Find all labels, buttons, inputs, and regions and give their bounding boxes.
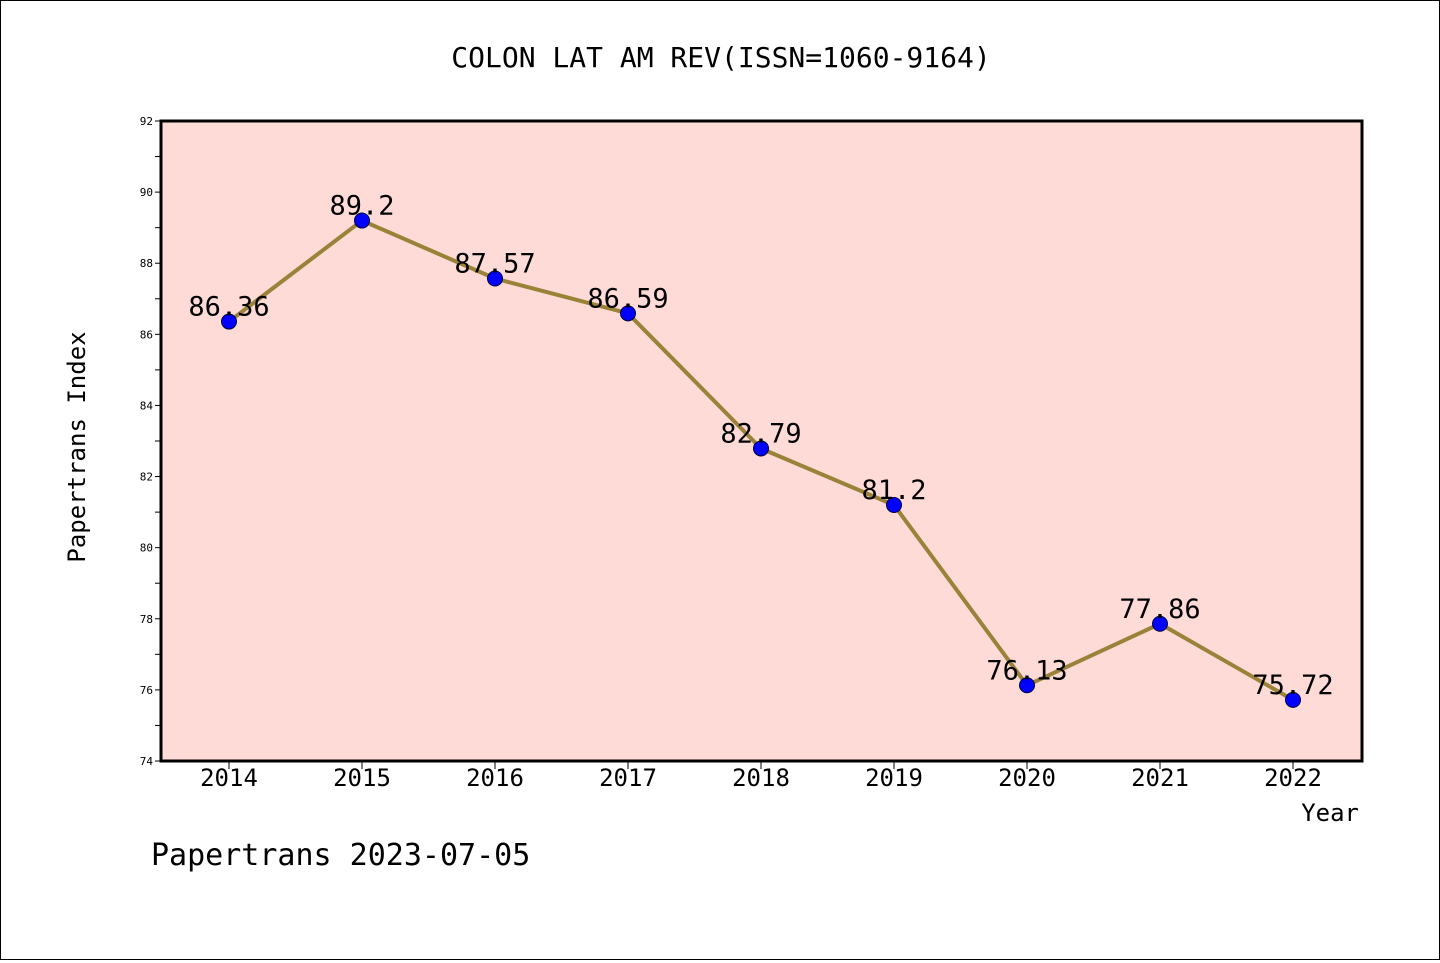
data-label: 75.72 bbox=[1252, 670, 1333, 701]
y-tick-label: 80 bbox=[140, 542, 153, 555]
data-label: 82.79 bbox=[720, 418, 801, 449]
data-point bbox=[221, 313, 237, 330]
y-tick-label: 78 bbox=[140, 613, 153, 626]
data-label: 87.57 bbox=[454, 249, 535, 280]
data-point bbox=[753, 440, 769, 457]
x-tick-label: 2020 bbox=[998, 764, 1056, 792]
y-axis-label: Papertrans Index bbox=[63, 331, 91, 562]
data-label: 89.2 bbox=[329, 191, 394, 222]
y-axis: 74 76 78 80 82 84 86 88 90 92 bbox=[140, 115, 161, 768]
x-tick-label: 2021 bbox=[1131, 764, 1189, 792]
x-axis: 2014 2015 2016 2017 2018 2019 2020 2021 2022 bbox=[200, 761, 1322, 792]
x-tick-label: 2015 bbox=[333, 764, 391, 792]
data-point bbox=[487, 270, 503, 287]
y-tick-label: 86 bbox=[140, 328, 153, 341]
watermark-text: Papertrans 2023-07-05 bbox=[151, 838, 530, 873]
data-label: 86.59 bbox=[587, 283, 668, 314]
chart-marks: 86.36 89.2 87.57 86.59 82.79 81.2 76.13 77.86 75… bbox=[188, 191, 1334, 708]
y-tick-label: 92 bbox=[140, 115, 153, 128]
x-tick-label: 2014 bbox=[200, 764, 258, 792]
data-point bbox=[1152, 615, 1168, 632]
x-tick-label: 2018 bbox=[732, 764, 790, 792]
chart-title: COLON LAT AM REV(ISSN=1060-9164) bbox=[451, 41, 990, 74]
data-label: 86.36 bbox=[188, 292, 269, 323]
data-label: 81.2 bbox=[861, 475, 926, 506]
y-tick-label: 82 bbox=[140, 471, 153, 484]
y-tick-label: 74 bbox=[140, 755, 154, 768]
data-point bbox=[1019, 677, 1035, 694]
data-point bbox=[354, 212, 370, 229]
data-label: 77.86 bbox=[1119, 594, 1200, 625]
x-tick-label: 2019 bbox=[865, 764, 923, 792]
x-axis-label: Year bbox=[1301, 799, 1359, 827]
x-tick-label: 2016 bbox=[466, 764, 524, 792]
data-label: 76.13 bbox=[986, 655, 1067, 686]
x-tick-label: 2017 bbox=[599, 764, 657, 792]
y-tick-label: 76 bbox=[140, 684, 153, 697]
data-point bbox=[620, 305, 636, 322]
y-tick-label: 84 bbox=[140, 399, 154, 412]
data-point bbox=[886, 497, 902, 513]
y-tick-label: 88 bbox=[140, 257, 153, 270]
data-point bbox=[1285, 691, 1301, 708]
y-tick-label: 90 bbox=[140, 186, 153, 199]
x-tick-label: 2022 bbox=[1264, 764, 1322, 792]
